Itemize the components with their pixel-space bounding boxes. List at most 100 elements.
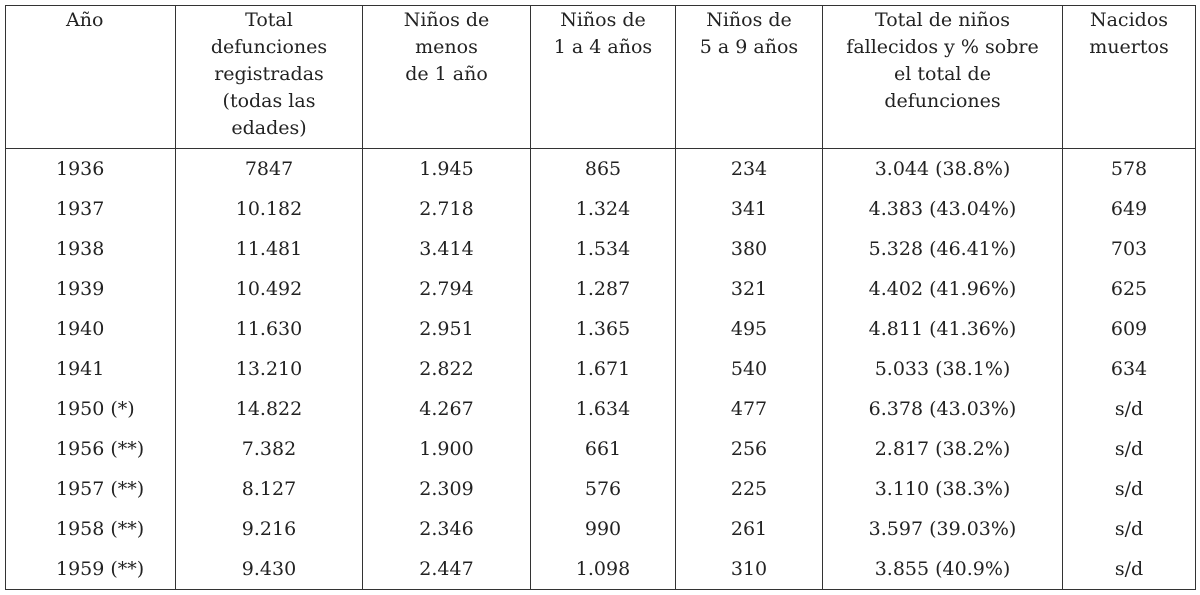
header-line: Nacidos [1089, 9, 1169, 31]
cell: 3.110 (38.3%) [822, 469, 1063, 509]
cell: 2.447 [362, 549, 531, 590]
cell: 576 [530, 469, 676, 509]
cell: 225 [675, 469, 823, 509]
cell: 2.346 [362, 509, 531, 549]
cell: 6.378 (43.03%) [822, 389, 1063, 429]
cell: 7847 [175, 148, 363, 189]
table-row: 1950 (*) 14.822 4.267 1.634 477 6.378 (43.03%… [5, 389, 1196, 429]
cell: 1959 (**) [5, 549, 176, 590]
cell: 477 [675, 389, 823, 429]
cell: 4.402 (41.96%) [822, 269, 1063, 309]
cell: 495 [675, 309, 823, 349]
header-cell: Niños de menos de 1 año [362, 5, 531, 149]
cell: s/d [1062, 389, 1196, 429]
cell: 10.492 [175, 269, 363, 309]
cell: 9.216 [175, 509, 363, 549]
header-line: defunciones [884, 90, 1001, 112]
cell: 865 [530, 148, 676, 189]
cell: s/d [1062, 429, 1196, 469]
cell: 625 [1062, 269, 1196, 309]
cell: 14.822 [175, 389, 363, 429]
cell: 1.287 [530, 269, 676, 309]
cell: 4.267 [362, 389, 531, 429]
cell: 1940 [5, 309, 176, 349]
header-cell: Niños de 5 a 9 años [675, 5, 823, 149]
cell: 2.309 [362, 469, 531, 509]
table-row: 1957 (**) 8.127 2.309 576 225 3.110 (38.3%) s/… [5, 469, 1196, 509]
cell: 5.033 (38.1%) [822, 349, 1063, 389]
cell: 1.900 [362, 429, 531, 469]
cell: 3.855 (40.9%) [822, 549, 1063, 590]
table-row: 1958 (**) 9.216 2.346 990 261 3.597 (39.03%) s… [5, 509, 1196, 549]
cell: 1950 (*) [5, 389, 176, 429]
table-row: 1938 11.481 3.414 1.534 380 5.328 (46.41%) 703 [5, 229, 1196, 269]
cell: 1957 (**) [5, 469, 176, 509]
header-cell: Total defunciones registradas (todas las eda… [175, 5, 363, 149]
cell: 1941 [5, 349, 176, 389]
cell: 3.597 (39.03%) [822, 509, 1063, 549]
header-row: Año Total defunciones registradas (todas las… [5, 5, 1196, 149]
cell: 380 [675, 229, 823, 269]
cell: 8.127 [175, 469, 363, 509]
cell: 3.414 [362, 229, 531, 269]
cell: 1.534 [530, 229, 676, 269]
cell: 578 [1062, 148, 1196, 189]
cell: 13.210 [175, 349, 363, 389]
cell: 3.044 (38.8%) [822, 148, 1063, 189]
header-cell: Total de niños fallecidos y % sobre el tot… [822, 5, 1063, 149]
cell: 321 [675, 269, 823, 309]
table-row: 1941 13.210 2.822 1.671 540 5.033 (38.1%) 634 [5, 349, 1196, 389]
cell: 1.324 [530, 189, 676, 229]
cell: 9.430 [175, 549, 363, 590]
cell: 703 [1062, 229, 1196, 269]
header-line: de 1 año [405, 63, 488, 85]
cell: s/d [1062, 509, 1196, 549]
cell: 2.951 [362, 309, 531, 349]
cell: 661 [530, 429, 676, 469]
cell: 1.945 [362, 148, 531, 189]
header-line: Niños de [403, 9, 490, 31]
mortality-table: Año Total defunciones registradas (todas las… [5, 5, 1196, 590]
header-line: edades) [231, 117, 307, 139]
cell: 1958 (**) [5, 509, 176, 549]
table-row: 1940 11.630 2.951 1.365 495 4.811 (41.36%) 609 [5, 309, 1196, 349]
header-line: Niños de [706, 9, 792, 31]
cell: 5.328 (46.41%) [822, 229, 1063, 269]
header-line: Total [245, 9, 293, 31]
table-row: 1937 10.182 2.718 1.324 341 4.383 (43.04%) 649 [5, 189, 1196, 229]
cell: 1.634 [530, 389, 676, 429]
cell: 4.811 (41.36%) [822, 309, 1063, 349]
cell: 2.718 [362, 189, 531, 229]
header-line: el total de [894, 63, 991, 85]
header-line: 5 a 9 años [699, 36, 799, 58]
cell: 649 [1062, 189, 1196, 229]
cell: 1938 [5, 229, 176, 269]
cell: 4.383 (43.04%) [822, 189, 1063, 229]
header-cell: Año [5, 5, 176, 149]
cell: 1937 [5, 189, 176, 229]
cell: 540 [675, 349, 823, 389]
cell: s/d [1062, 469, 1196, 509]
header-line: muertos [1089, 36, 1169, 58]
header-line: menos [415, 36, 478, 58]
header-line: fallecidos y % sobre [846, 36, 1039, 58]
cell: 310 [675, 549, 823, 590]
cell: 1956 (**) [5, 429, 176, 469]
cell: 609 [1062, 309, 1196, 349]
header-cell: Nacidos muertos [1062, 5, 1196, 149]
table-row: 1959 (**) 9.430 2.447 1.098 310 3.855 (40.9%)… [5, 549, 1196, 590]
table-body: 1936 7847 1.945 865 234 3.044 (38.8%) 578 1937 1… [5, 148, 1196, 590]
cell: 341 [675, 189, 823, 229]
cell: 2.794 [362, 269, 531, 309]
table-row: 1939 10.492 2.794 1.287 321 4.402 (41.96%) 625 [5, 269, 1196, 309]
cell: 256 [675, 429, 823, 469]
cell: 634 [1062, 349, 1196, 389]
header-line: defunciones [210, 36, 328, 58]
header-cell: Niños de 1 a 4 años [530, 5, 676, 149]
cell: 11.630 [175, 309, 363, 349]
table-row: 1936 7847 1.945 865 234 3.044 (38.8%) 578 [5, 148, 1196, 189]
cell: 1939 [5, 269, 176, 309]
cell: 11.481 [175, 229, 363, 269]
header-line: Año [66, 9, 104, 31]
